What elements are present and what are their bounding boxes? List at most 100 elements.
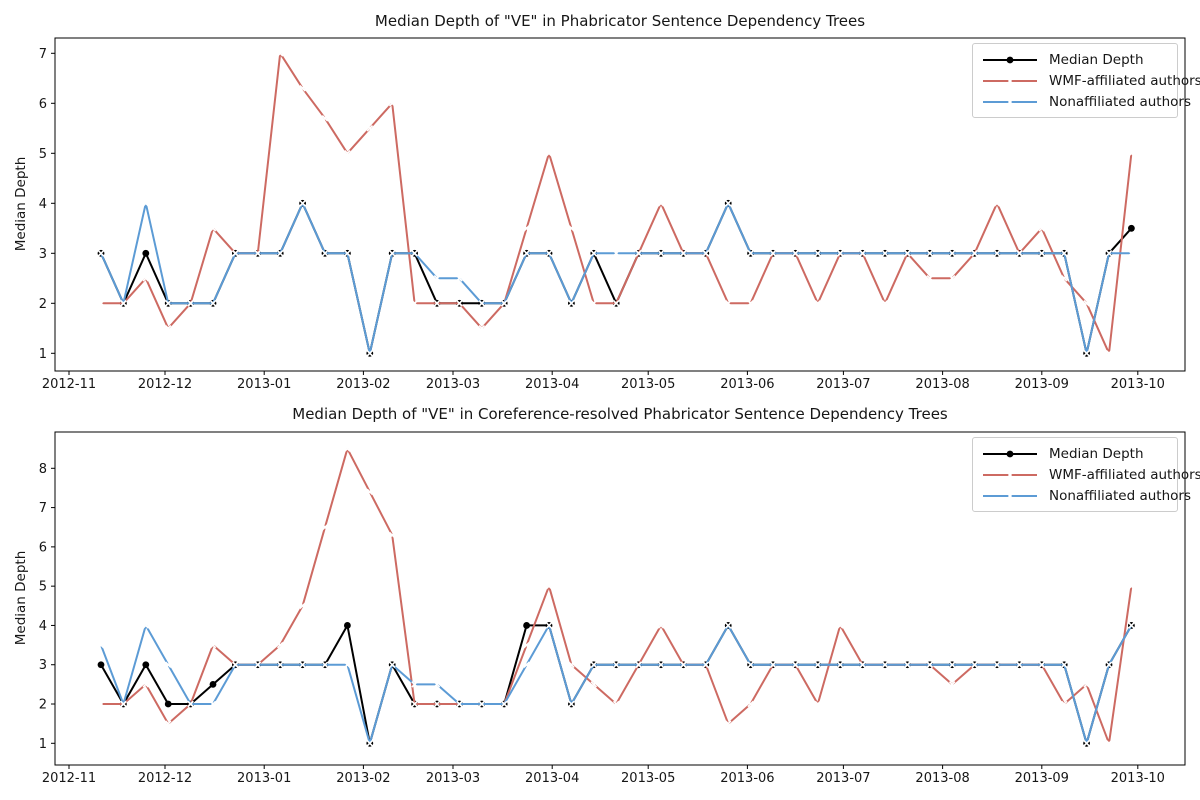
data-point-marker [545, 150, 553, 157]
axes-1: 2012-11 2012-12 2013-01 2013-02 2013-03 2013-… [39, 431, 1186, 786]
data-point-marker [411, 300, 418, 307]
legend-top: Median Depth WMF-affiliated authors Nonaff… [972, 43, 1200, 118]
data-point-marker [814, 250, 822, 257]
data-point-marker [120, 300, 127, 307]
data-point-marker [433, 275, 441, 282]
data-point-marker [276, 641, 284, 649]
data-point-marker [836, 661, 844, 668]
data-point-marker [859, 250, 866, 257]
data-point-marker [478, 300, 486, 307]
data-point-marker [164, 700, 172, 708]
y-tick-label: 5 [39, 147, 47, 162]
data-point-marker [657, 622, 665, 629]
data-point-marker [747, 250, 754, 257]
data-point-marker [881, 661, 889, 668]
data-point-marker [792, 250, 799, 257]
data-point-marker [792, 661, 799, 668]
data-point-marker [747, 700, 754, 708]
data-point-marker [568, 700, 575, 708]
data-point-marker [1128, 622, 1135, 629]
x-tick-label: 2013-09 [1015, 377, 1069, 392]
y-tick-label: 3 [39, 658, 47, 673]
legend-bottom: Median Depth WMF-affiliated authors Nonaff… [972, 437, 1200, 512]
data-point-marker [97, 300, 105, 307]
chart-title-bottom: Median Depth of "VE" in Coreference-reso… [292, 405, 948, 423]
data-point-marker [433, 700, 441, 708]
legend-entry-nonaffiliated-authors: Nonaffiliated authors [981, 485, 1191, 506]
data-point-marker [568, 300, 575, 307]
data-point-marker [411, 700, 418, 708]
legend-label: WMF-affiliated authors [1049, 72, 1200, 89]
data-point-marker [321, 523, 329, 531]
data-point-marker [97, 661, 105, 669]
data-point-marker [232, 661, 239, 668]
data-point-marker [769, 250, 777, 257]
x-tick-label: 2012-11 [42, 771, 96, 786]
data-point-marker [523, 641, 530, 649]
data-point-marker [993, 250, 1001, 257]
x-tick-label: 2012-12 [138, 377, 192, 392]
data-point-marker [1038, 225, 1046, 232]
data-point-marker [1016, 250, 1023, 257]
data-point-marker [97, 700, 105, 708]
data-point-marker [926, 275, 934, 282]
data-point-marker [836, 250, 844, 257]
legend-key-icon [983, 492, 1037, 499]
data-point-marker [500, 300, 508, 307]
y-tick-label: 4 [39, 619, 47, 634]
series-line-nonaffiliated-authors [100, 624, 1133, 745]
data-point-marker [164, 661, 172, 668]
data-point-marker [411, 681, 418, 688]
data-point-marker [344, 661, 351, 668]
data-point-marker [769, 661, 777, 668]
data-point-marker [142, 622, 150, 629]
x-tick-label: 2013-06 [720, 377, 774, 392]
axes-frame [54, 431, 1186, 766]
data-point-marker [657, 661, 665, 668]
data-point-marker [500, 700, 508, 708]
x-tick-label: 2013-02 [336, 377, 390, 392]
data-point-marker [433, 681, 441, 688]
data-point-marker [344, 445, 351, 452]
data-point-marker [276, 250, 284, 257]
data-point-marker [299, 602, 306, 610]
x-tick-label: 2013-02 [336, 771, 390, 786]
data-point-marker [1128, 224, 1135, 232]
y-tick-label: 5 [39, 580, 47, 595]
data-point-marker [590, 681, 598, 688]
legend-key-icon [983, 471, 1037, 478]
data-point-marker [321, 250, 329, 257]
data-point-marker [120, 700, 127, 708]
y-tick-label: 7 [39, 47, 47, 62]
legend-label: Nonaffiliated authors [1049, 93, 1191, 110]
x-tick-label: 2013-07 [816, 771, 870, 786]
data-point-marker [635, 661, 642, 668]
data-point-marker [299, 200, 306, 207]
series-line-median-depth [100, 202, 1133, 355]
data-point-marker [523, 250, 530, 257]
data-point-marker [209, 300, 217, 307]
data-point-marker [142, 249, 150, 257]
x-tick-label: 2013-10 [1111, 771, 1165, 786]
y-tick-label: 2 [39, 698, 47, 713]
data-point-marker [299, 85, 306, 92]
data-point-marker [612, 300, 620, 307]
data-point-marker [881, 250, 889, 257]
data-point-marker [142, 275, 150, 282]
data-point-marker [1105, 661, 1113, 668]
legend-key-icon [983, 98, 1037, 105]
x-tick-label: 2013-03 [426, 771, 480, 786]
data-point-marker [568, 225, 575, 232]
data-point-marker [724, 300, 732, 307]
data-point-marker [388, 661, 396, 668]
data-point-marker [411, 250, 418, 257]
data-point-marker [344, 250, 351, 257]
data-point-marker [254, 661, 262, 668]
data-point-marker [142, 681, 150, 688]
data-point-marker [1105, 740, 1113, 747]
data-point-marker [97, 250, 105, 257]
data-point-marker [1060, 661, 1068, 668]
data-point-marker [366, 488, 374, 496]
x-tick-label: 2013-07 [816, 377, 870, 392]
data-point-marker [1038, 661, 1046, 668]
